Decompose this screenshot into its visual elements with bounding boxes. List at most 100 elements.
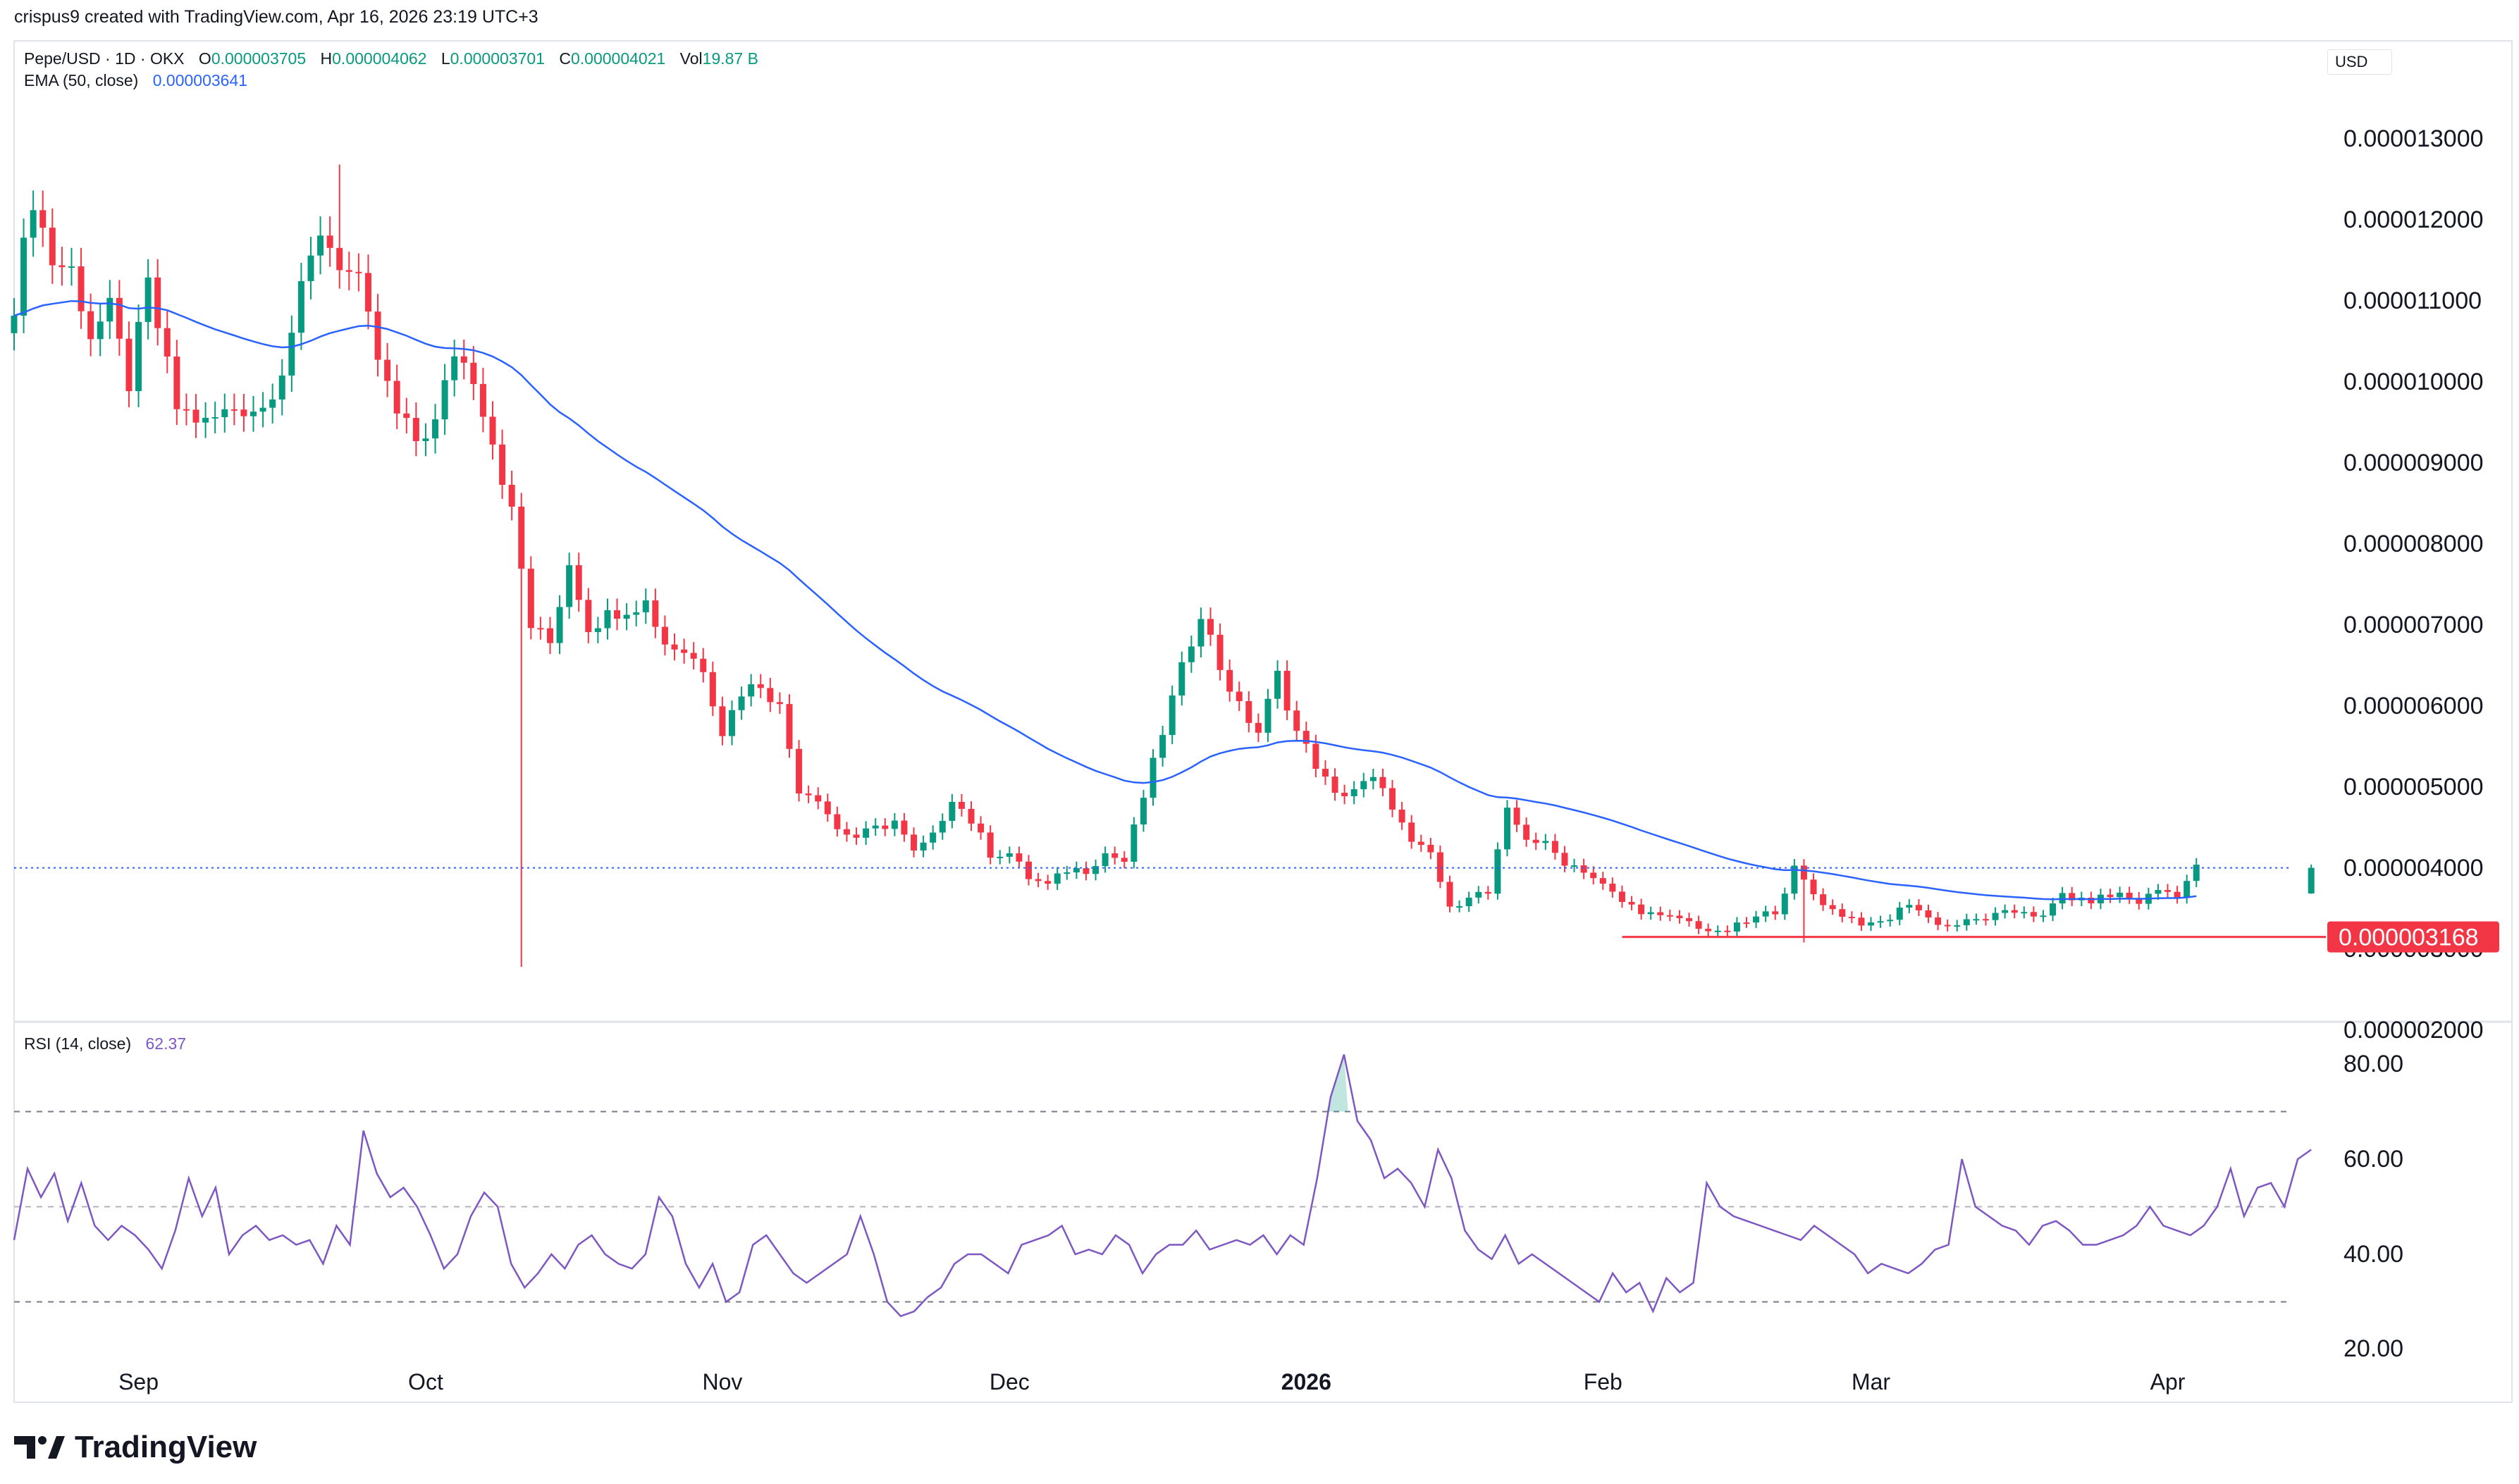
candle-body — [709, 672, 716, 707]
price-tick-label: 0.000005000 — [2344, 774, 2484, 800]
rsi-tick-label: 20.00 — [2344, 1335, 2403, 1362]
candle-body — [843, 829, 850, 835]
candle-body — [1686, 918, 1692, 922]
candle-body — [451, 356, 458, 381]
candle-body — [1369, 777, 1376, 781]
ema-layer — [13, 299, 2197, 901]
candle-body — [1992, 913, 1999, 920]
candle-body — [1121, 858, 1128, 862]
candle-body — [1523, 824, 1530, 840]
candle-body — [144, 277, 152, 322]
candle-body — [1551, 841, 1558, 853]
candle-body — [815, 795, 822, 802]
candle-body — [1389, 788, 1396, 810]
ema-legend: EMA (50, close) 0.000003641 — [24, 71, 247, 90]
candle-body — [1695, 921, 1702, 929]
candle-body — [930, 832, 937, 843]
price-tick-label: 0.000009000 — [2344, 450, 2484, 476]
rsi-legend: RSI (14, close) 62.37 — [24, 1034, 186, 1053]
candle-body — [546, 628, 553, 643]
candle-body — [1618, 891, 1625, 902]
time-tick-label: Feb — [1584, 1369, 1622, 1395]
candle-body — [1973, 919, 1980, 921]
candle-body — [1197, 619, 1205, 647]
candle-body — [1226, 669, 1233, 692]
candle-body — [393, 381, 400, 414]
candle-body — [1092, 866, 1100, 874]
candle-body — [1054, 873, 1061, 884]
candle-body — [939, 820, 946, 833]
candle-body — [78, 266, 85, 311]
candle-body — [1159, 735, 1166, 758]
candle-body — [164, 328, 171, 357]
candle-body — [1791, 865, 1798, 894]
candle-body — [642, 600, 649, 612]
candle-body — [1102, 853, 1109, 867]
candle-body — [441, 380, 448, 420]
rsi-tick-label: 60.00 — [2344, 1146, 2403, 1173]
candle-body — [1858, 917, 1865, 926]
price-overlays: 0.000003168 — [14, 867, 2499, 953]
candle-body — [240, 409, 247, 416]
candle-body — [824, 801, 831, 815]
candle-body — [125, 338, 133, 392]
candle-body — [911, 834, 918, 851]
candle-body — [1140, 798, 1147, 825]
candle-body — [211, 416, 218, 419]
candle-body — [853, 834, 860, 838]
rsi-bands — [14, 1111, 2291, 1303]
candle-body — [2155, 890, 2162, 894]
candle-body — [805, 793, 812, 796]
candle-body — [135, 321, 142, 392]
candle-body — [1829, 905, 1836, 910]
candle-body — [1638, 904, 1645, 915]
candle-body — [288, 333, 295, 376]
price-tick-label: 0.000013000 — [2344, 125, 2484, 152]
candle-body — [58, 265, 66, 268]
candle-body — [594, 628, 601, 632]
candle-body — [1839, 909, 1846, 917]
candle-body — [1417, 841, 1424, 845]
candle-body — [1810, 879, 1817, 895]
candle-body — [796, 748, 803, 794]
candle-body — [1628, 901, 1635, 905]
candle-body — [1868, 922, 1875, 926]
candle-body — [1494, 849, 1501, 894]
candles — [11, 164, 2315, 967]
candle-body — [1255, 722, 1262, 733]
candle-body — [1236, 691, 1243, 702]
candle-body — [671, 644, 678, 650]
candle-body — [68, 266, 75, 268]
support-price-badge[interactable] — [2327, 921, 2499, 953]
candle-body — [748, 684, 755, 697]
price-tick-label: 0.000006000 — [2344, 693, 2484, 719]
candle-body — [1935, 917, 1942, 925]
candle-body — [1283, 670, 1291, 711]
candle-body — [1571, 865, 1578, 867]
currency-button[interactable]: USD — [2327, 49, 2392, 75]
ema-label[interactable]: EMA (50, close) — [24, 71, 139, 89]
candle-body — [1408, 822, 1415, 842]
candle-body — [1753, 916, 1760, 923]
time-tick-label: Dec — [990, 1369, 1030, 1395]
chart-frame — [13, 40, 2513, 1403]
candle-body — [1274, 670, 1281, 699]
candle-body — [508, 484, 515, 507]
candle-body — [1877, 921, 1884, 923]
candle-body — [412, 418, 419, 442]
time-tick-label: Oct — [408, 1369, 443, 1395]
candle-body — [1217, 634, 1224, 670]
rsi-label[interactable]: RSI (14, close) — [24, 1034, 132, 1053]
candle-body — [364, 273, 371, 312]
candle-body — [230, 409, 238, 411]
tradingview-logo[interactable]: TradingView — [14, 1426, 257, 1468]
candle-body — [1064, 872, 1071, 874]
candle-body — [537, 628, 544, 630]
candle-body — [920, 842, 927, 851]
candle-body — [1360, 781, 1367, 790]
price-axis: 0.000013000 0.000012000 0.000011000 0.00001… — [2344, 125, 2484, 1044]
symbol-label[interactable]: Pepe/USD · 1D · OKX — [24, 49, 185, 68]
candle-body — [87, 311, 94, 340]
candle-body — [1398, 809, 1405, 823]
